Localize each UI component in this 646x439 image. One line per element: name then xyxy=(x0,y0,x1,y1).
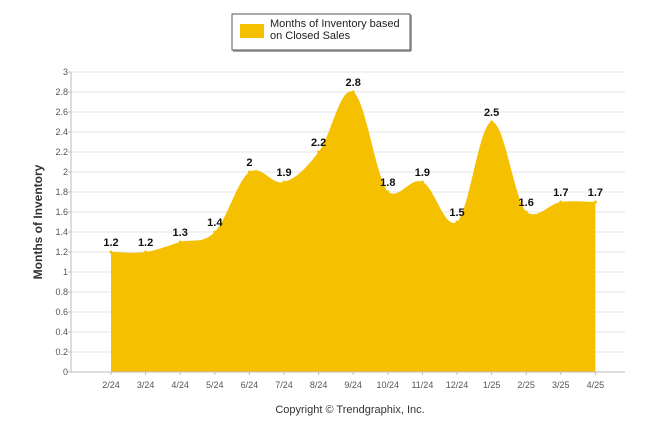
data-label: 1.2 xyxy=(103,237,118,249)
chart-legend: Months of Inventory based on Closed Sales xyxy=(231,13,412,52)
y-tick-label: 2.6 xyxy=(55,107,68,117)
data-label: 2.2 xyxy=(311,137,326,149)
x-tick-label: 9/24 xyxy=(344,380,362,390)
y-tick-label: 2.8 xyxy=(55,87,68,97)
y-tick-label: 0.8 xyxy=(55,287,68,297)
data-point xyxy=(524,210,528,214)
x-tick-label: 10/24 xyxy=(377,380,400,390)
data-label: 2.8 xyxy=(346,77,361,89)
y-tick-label: 0.4 xyxy=(55,327,68,337)
data-point xyxy=(317,150,321,154)
y-tick-label: 0 xyxy=(63,367,68,377)
data-labels: 1.2 1.2 1.3 1.4 2 1.9 2.2 2.8 1.8 1.9 1.5 2.5 1.6 1.7… xyxy=(103,77,603,249)
y-tick-label: 0.6 xyxy=(55,307,68,317)
copyright-footer: Copyright © Trendgraphix, Inc. xyxy=(275,404,424,416)
x-tick-label: 6/24 xyxy=(241,380,259,390)
area-fill xyxy=(111,91,596,372)
data-label: 1.9 xyxy=(415,167,430,179)
y-tick-label: 0.2 xyxy=(55,347,68,357)
x-tick-label: 7/24 xyxy=(275,380,293,390)
y-tick-label: 1.2 xyxy=(55,247,68,257)
data-point xyxy=(213,230,217,234)
data-label: 1.4 xyxy=(207,217,223,229)
axes xyxy=(68,71,625,375)
data-label: 1.6 xyxy=(519,197,534,209)
x-tick-label: 3/24 xyxy=(137,380,155,390)
data-label: 1.8 xyxy=(380,177,395,189)
data-label: 1.9 xyxy=(276,167,291,179)
x-tick-label: 5/24 xyxy=(206,380,224,390)
y-tick-label: 1.6 xyxy=(55,207,68,217)
data-label: 2 xyxy=(246,157,252,169)
data-point xyxy=(490,120,494,124)
data-point xyxy=(420,180,424,184)
y-tick-label: 1.8 xyxy=(55,187,68,197)
data-label: 1.7 xyxy=(588,187,603,199)
legend-swatch xyxy=(240,24,264,38)
y-tick-label: 2 xyxy=(63,167,68,177)
data-label: 1.5 xyxy=(449,207,464,219)
data-label: 1.2 xyxy=(138,237,153,249)
data-point xyxy=(351,90,355,94)
tick-labels: 0 0.2 0.4 0.6 0.8 1 1.2 1.4 1.6 1.8 2 2.2 2.4 2.6 2.8 3… xyxy=(55,67,604,390)
data-point xyxy=(282,180,286,184)
y-tick-label: 2.4 xyxy=(55,127,68,137)
y-axis-title: Months of Inventory xyxy=(31,164,45,279)
data-point xyxy=(455,220,459,224)
x-tick-label: 4/24 xyxy=(171,380,189,390)
x-tick-label: 4/25 xyxy=(587,380,605,390)
x-tick-label: 1/25 xyxy=(483,380,501,390)
y-tick-label: 3 xyxy=(63,67,68,77)
legend-label: Months of Inventory based on Closed Sales xyxy=(270,18,400,42)
x-tick-label: 11/24 xyxy=(411,380,433,390)
area-series xyxy=(109,90,597,372)
data-point xyxy=(247,170,251,174)
x-tick-label: 2/24 xyxy=(102,380,120,390)
y-tick-label: 1.4 xyxy=(55,227,68,237)
data-point xyxy=(144,250,148,254)
data-point xyxy=(109,250,113,254)
data-point xyxy=(178,240,182,244)
data-label: 1.7 xyxy=(553,187,568,199)
x-tick-label: 8/24 xyxy=(310,380,328,390)
x-tick-label: 2/25 xyxy=(517,380,535,390)
y-tick-label: 1 xyxy=(63,267,68,277)
legend-label-line-1: Months of Inventory based xyxy=(270,18,400,30)
data-point xyxy=(593,200,597,204)
y-tick-label: 2.2 xyxy=(55,147,68,157)
data-label: 2.5 xyxy=(484,107,499,119)
data-point xyxy=(386,190,390,194)
x-tick-label: 3/25 xyxy=(552,380,570,390)
legend-label-line-2: on Closed Sales xyxy=(270,30,351,42)
data-point xyxy=(559,200,563,204)
x-tick-label: 12/24 xyxy=(446,380,469,390)
data-label: 1.3 xyxy=(173,227,188,239)
